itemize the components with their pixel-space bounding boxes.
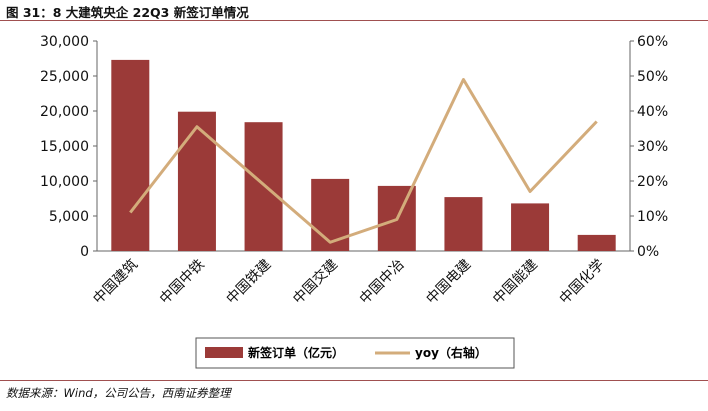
right-tick-label: 20% [637, 174, 668, 190]
left-tick-label: 15,000 [40, 139, 89, 155]
bar-2 [177, 111, 216, 251]
x-label-4: 中国交建 [289, 256, 341, 308]
left-tick-label: 0 [80, 244, 89, 260]
legend-bar-swatch [205, 347, 243, 358]
left-tick-label: 5,000 [49, 209, 89, 225]
bar-7 [511, 203, 550, 251]
chart: 0 5,000 10,000 15,000 20,000 25,000 30,000 0% 10… [40, 34, 668, 369]
x-label-5: 中国中冶 [357, 257, 408, 308]
left-tick-label: 30,000 [40, 34, 89, 50]
bar-6 [444, 197, 483, 251]
x-axis-labels: 中国建筑 中国中铁 中国铁建 中国交建 中国中冶 中国电建 中国能建 中国化学 [90, 256, 607, 308]
right-tick-label: 50% [637, 69, 668, 85]
right-tick-label: 10% [637, 209, 668, 225]
right-tick-label: 60% [637, 34, 668, 50]
legend-bar-label: 新签订单（亿元） [248, 345, 344, 360]
legend: 新签订单（亿元） yoy（右轴） [195, 337, 515, 369]
bar-3 [244, 122, 283, 251]
left-tick-label: 20,000 [40, 104, 89, 120]
legend-line-label: yoy（右轴） [415, 345, 487, 360]
x-label-1: 中国建筑 [90, 257, 141, 308]
top-rule [0, 20, 708, 21]
right-tick-label: 30% [637, 139, 668, 155]
left-tick-label: 10,000 [40, 174, 89, 190]
right-tick-label: 0% [637, 244, 659, 260]
bar-8 [577, 234, 616, 251]
line-series [129, 78, 598, 244]
x-label-2: 中国中铁 [157, 257, 208, 308]
figure-title: 图 31：8 大建筑央企 22Q3 新签订单情况 [6, 5, 249, 20]
source-note: 数据来源：Wind，公司公告，西南证券整理 [6, 386, 231, 400]
x-label-3: 中国铁建 [223, 257, 274, 308]
chart-axes: 0 5,000 10,000 15,000 20,000 25,000 30,000 0% 10… [40, 34, 668, 260]
bar-4 [311, 178, 350, 251]
yoy-line [129, 78, 598, 244]
x-label-8: 中国化学 [557, 257, 608, 308]
bar-series [111, 59, 616, 252]
right-tick-label: 40% [637, 104, 668, 120]
bar-1 [111, 59, 150, 252]
x-label-6: 中国电建 [423, 257, 474, 308]
legend-box [195, 337, 515, 369]
left-tick-label: 25,000 [40, 69, 89, 85]
x-label-7: 中国能建 [490, 257, 541, 308]
bottom-rule [0, 380, 708, 381]
